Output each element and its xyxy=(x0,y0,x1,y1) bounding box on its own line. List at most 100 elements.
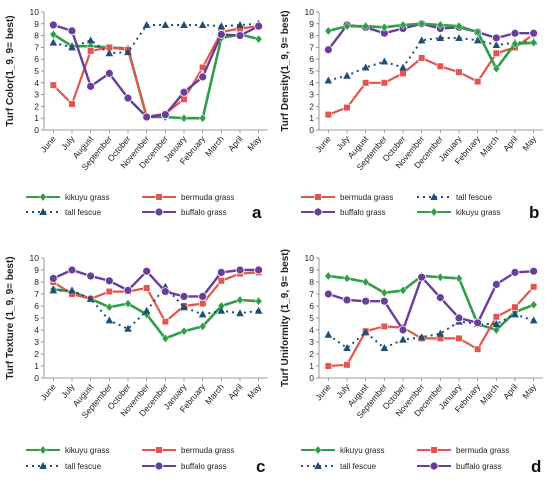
legend-bermuda-grass-marker xyxy=(155,446,163,454)
bermuda-grass-marker xyxy=(324,111,332,119)
tall-fescue-marker xyxy=(180,303,188,311)
legend: kikuyu grass bermuda grass tall fescue buff… xyxy=(26,192,234,217)
x-tick-label: March xyxy=(203,382,226,407)
x-tick-label: April xyxy=(226,134,245,154)
bermuda-grass-marker xyxy=(324,362,332,370)
kikuyu-grass-marker xyxy=(455,21,463,31)
buffalo-grass-marker xyxy=(235,31,245,40)
tall-fescue-marker xyxy=(105,316,114,324)
buffalo-grass-marker xyxy=(398,325,408,335)
tall-fescue-marker xyxy=(473,36,482,44)
kikuyu-grass-marker xyxy=(399,20,407,30)
y-tick-label: 6 xyxy=(34,54,39,64)
legend-tall-fescue-marker xyxy=(314,462,322,469)
tall-fescue-marker xyxy=(380,57,389,65)
y-axis-title: Turf Uniformity (1_9, 9= best) xyxy=(280,249,291,387)
buffalo-grass-marker xyxy=(198,292,208,301)
bermuda-grass-marker xyxy=(143,284,151,292)
buffalo-grass-marker xyxy=(235,265,245,275)
buffalo-grass-marker xyxy=(216,30,226,39)
y-tick-label: 6 xyxy=(309,301,314,311)
kikuyu-grass-marker xyxy=(124,299,132,309)
buffalo-grass-marker xyxy=(123,93,133,103)
tall-fescue-marker xyxy=(86,36,95,44)
legend-item-buffalo-grass: buffalo grass xyxy=(142,461,227,471)
series-buffalo-grass xyxy=(48,265,264,301)
legend-label: bermuda grass xyxy=(456,446,509,455)
kikuyu-grass-marker xyxy=(380,288,389,298)
legend-label: buffalo grass xyxy=(181,462,227,471)
buffalo-grass-marker xyxy=(529,28,539,38)
tall-fescue-marker xyxy=(198,20,207,28)
tall-fescue-marker xyxy=(492,41,501,49)
buffalo-grass-marker xyxy=(417,272,427,282)
tall-fescue-marker xyxy=(49,286,58,294)
legend-item-bermuda-grass: bermuda grass xyxy=(142,193,234,202)
y-tick-label: 10 xyxy=(305,253,315,263)
y-tick-label: 3 xyxy=(309,90,314,100)
legend-bermuda-grass-marker xyxy=(430,446,438,454)
legend-label: buffalo grass xyxy=(456,462,502,471)
tall-fescue-marker xyxy=(380,344,389,351)
y-tick-label: 10 xyxy=(30,253,40,263)
legend-kikuyu-grass-marker xyxy=(39,445,47,455)
kikuyu-grass-marker xyxy=(198,113,207,123)
buffalo-grass-marker xyxy=(342,295,352,305)
legend-item-kikuyu-grass: kikuyu grass xyxy=(417,207,500,217)
bermuda-grass-marker xyxy=(161,318,169,326)
kikuyu-grass-marker xyxy=(343,273,351,283)
buffalo-grass-marker xyxy=(48,20,58,30)
x-tick-label: June xyxy=(313,382,333,403)
legend-item-kikuyu-grass: kikuyu grass xyxy=(26,445,109,455)
buffalo-grass-marker xyxy=(86,81,96,91)
y-axis-title: Turf Color(1_9, 9= best) xyxy=(5,15,16,126)
tall-fescue-line xyxy=(53,22,259,55)
kikuyu-grass-marker xyxy=(436,272,445,282)
bermuda-grass-marker xyxy=(87,47,95,55)
tall-fescue-marker xyxy=(124,48,132,56)
kikuyu-grass-marker xyxy=(236,295,244,305)
y-tick-label: 2 xyxy=(34,349,39,359)
kikuyu-grass-marker xyxy=(529,38,538,48)
tall-fescue-marker xyxy=(236,309,244,317)
tall-fescue-marker xyxy=(399,63,407,71)
bermuda-grass-marker xyxy=(380,322,388,330)
kikuyu-grass-marker xyxy=(473,27,482,37)
bermuda-grass-marker xyxy=(362,79,370,87)
panel-label: b xyxy=(529,203,539,222)
buffalo-grass-marker xyxy=(379,296,389,306)
legend-label: tall fescue xyxy=(65,462,102,471)
buffalo-grass-marker xyxy=(179,87,189,97)
buffalo-grass-marker xyxy=(216,268,226,277)
y-tick-label: 1 xyxy=(34,361,39,371)
bermuda-grass-marker xyxy=(68,100,76,108)
panel-label: c xyxy=(256,457,265,476)
legend: kikuyu grass bermuda grass tall fescue buff… xyxy=(26,445,234,471)
x-tick-label: May xyxy=(520,133,538,152)
legend-label: kikuyu grass xyxy=(340,446,384,455)
y-tick-label: 3 xyxy=(34,90,39,100)
tall-fescue-marker xyxy=(529,316,538,324)
kikuyu-grass-marker xyxy=(492,325,501,335)
kikuyu-grass-marker xyxy=(529,300,538,310)
tall-fescue-marker xyxy=(68,286,76,294)
y-tick-label: 7 xyxy=(34,42,39,52)
series-tall-fescue xyxy=(324,33,538,84)
legend-item-tall-fescue: tall fescue xyxy=(417,193,493,202)
series-tall-fescue xyxy=(49,19,263,57)
legend-label: bermuda grass xyxy=(181,446,234,455)
bermuda-grass-marker xyxy=(49,81,57,89)
buffalo-grass-marker xyxy=(323,45,333,55)
kikuyu-grass-marker xyxy=(254,296,263,306)
tall-fescue-marker xyxy=(217,306,226,314)
y-tick-label: 2 xyxy=(309,101,314,111)
y-tick-label: 10 xyxy=(30,7,40,17)
legend-bermuda-grass-marker xyxy=(155,193,163,201)
legend-item-kikuyu-grass: kikuyu grass xyxy=(26,192,109,202)
bermuda-grass-marker xyxy=(474,78,482,86)
kikuyu-grass-marker xyxy=(417,19,426,29)
